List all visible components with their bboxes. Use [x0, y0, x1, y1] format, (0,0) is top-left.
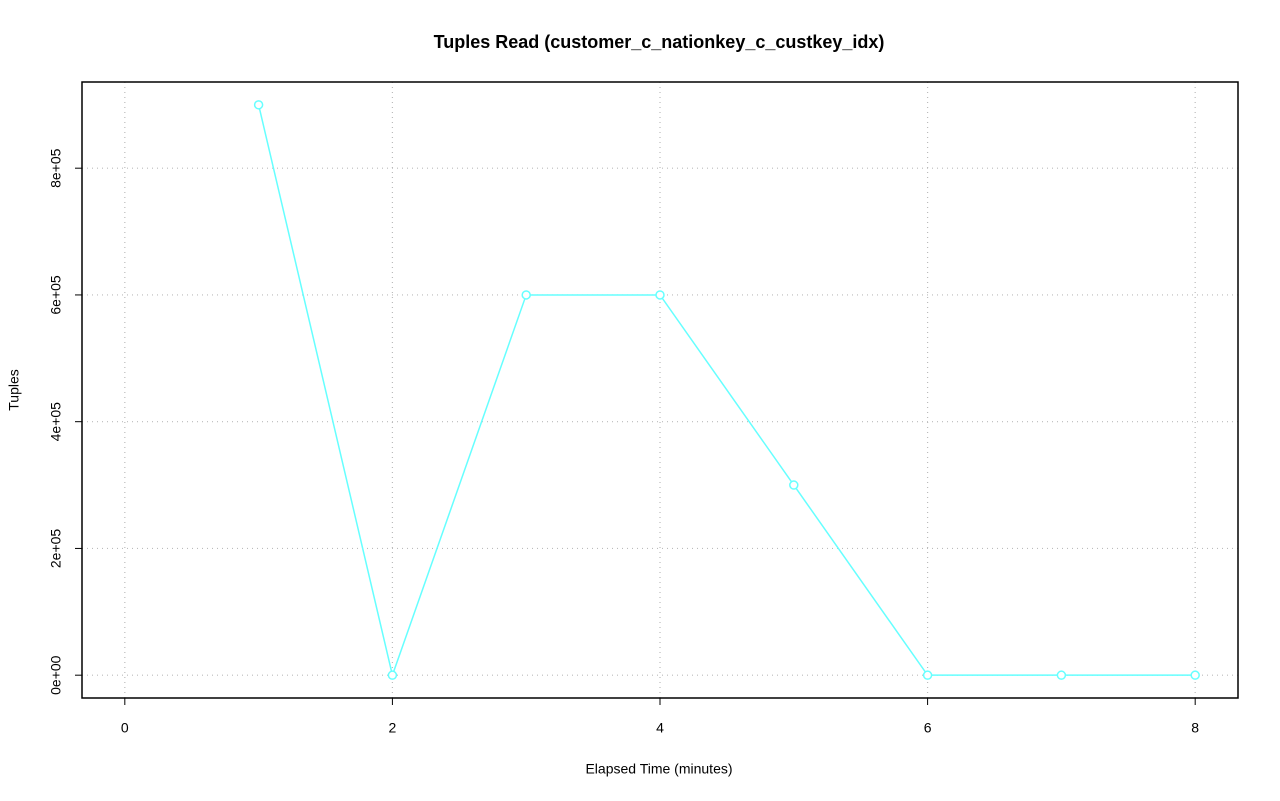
data-point [922, 670, 933, 680]
y-axis-label: Tuples [6, 369, 22, 411]
x-tick-label: 0 [121, 720, 129, 736]
data-point [655, 290, 665, 300]
x-tick-label: 6 [924, 720, 932, 736]
plot-frame [81, 81, 1239, 699]
y-tick-label: 2e+05 [48, 529, 64, 569]
y-tick-label: 4e+05 [48, 402, 64, 442]
chart-title: Tuples Read (customer_c_nationkey_c_cust… [434, 32, 885, 52]
y-tick-label: 0e+00 [48, 655, 64, 695]
data-point [1056, 670, 1067, 680]
x-axis-label: Elapsed Time (minutes) [585, 761, 732, 777]
data-point [1190, 670, 1200, 680]
x-tick-label: 8 [1191, 720, 1199, 736]
x-tick-label: 4 [656, 720, 664, 736]
data-point [253, 100, 264, 110]
y-tick-label: 8e+05 [48, 148, 64, 188]
data-point [521, 290, 531, 300]
x-tick-label: 2 [389, 720, 397, 736]
data-point [387, 670, 398, 680]
series-line [257, 104, 1196, 678]
data-point [789, 480, 799, 490]
y-tick-label: 6e+05 [48, 275, 64, 315]
